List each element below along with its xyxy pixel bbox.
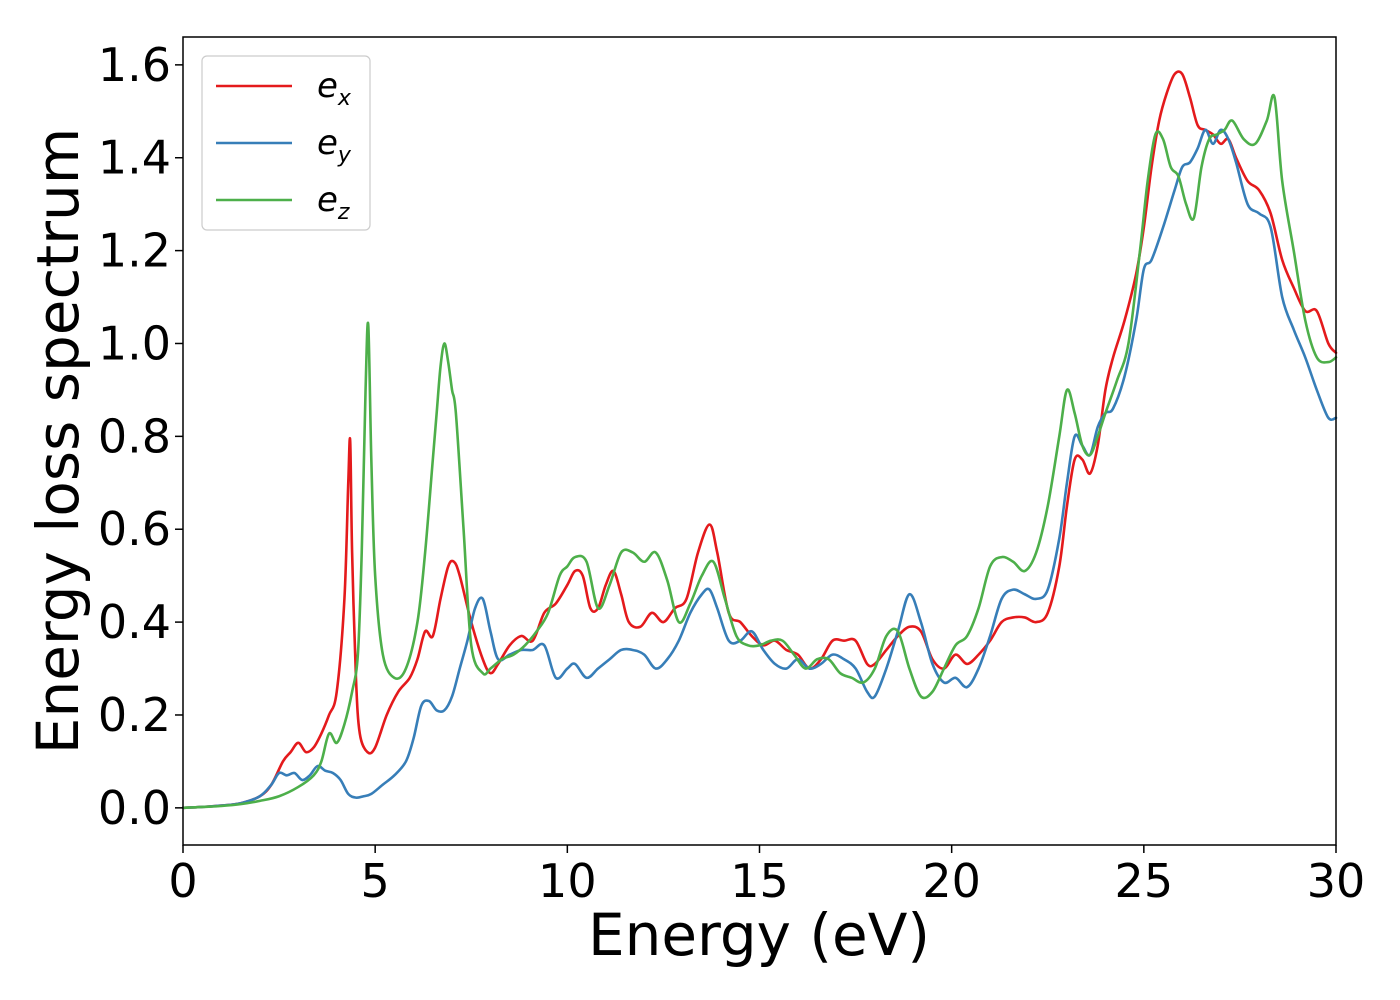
y-tick-label: 1.4 — [98, 131, 171, 185]
x-tick-label: 20 — [922, 854, 981, 908]
y-tick-label: 0.0 — [98, 781, 171, 835]
x-tick-label: 0 — [168, 854, 197, 908]
axes-layer: 0 5 10 15 20 25 30 0.0 0.2 0.4 0.6 0.8 1.0 1.2 1.4 1.6 — [98, 38, 1365, 908]
series-line-ey — [181, 128, 1338, 810]
x-tick-label: 30 — [1307, 854, 1366, 908]
y-tick-label: 0.8 — [98, 409, 171, 463]
legend-label: ey — [317, 123, 352, 168]
legend-label: ex — [317, 66, 352, 111]
x-tick-label: 10 — [538, 854, 597, 908]
y-axis-label: Energy loss spectrum — [24, 128, 92, 754]
y-tick-label: 0.4 — [98, 595, 171, 649]
y-tick-label: 1.2 — [98, 224, 171, 278]
x-tick-label: 15 — [730, 854, 789, 908]
plot-frame — [182, 36, 1337, 846]
y-tick-label: 1.6 — [98, 38, 171, 92]
series-line-ez — [181, 93, 1338, 810]
legend-label: ez — [317, 180, 350, 225]
y-tick-label: 0.6 — [98, 502, 171, 556]
series-line-ex — [181, 70, 1338, 810]
x-axis-label: Energy (eV) — [588, 901, 930, 969]
x-tick-label: 5 — [361, 854, 390, 908]
y-tick-label: 1.0 — [98, 316, 171, 370]
x-tick-label: 25 — [1115, 854, 1174, 908]
series-layer — [181, 70, 1338, 810]
legend: ex ey ez — [201, 55, 371, 231]
plot-area — [183, 37, 1336, 845]
y-tick-label: 0.2 — [98, 688, 171, 742]
